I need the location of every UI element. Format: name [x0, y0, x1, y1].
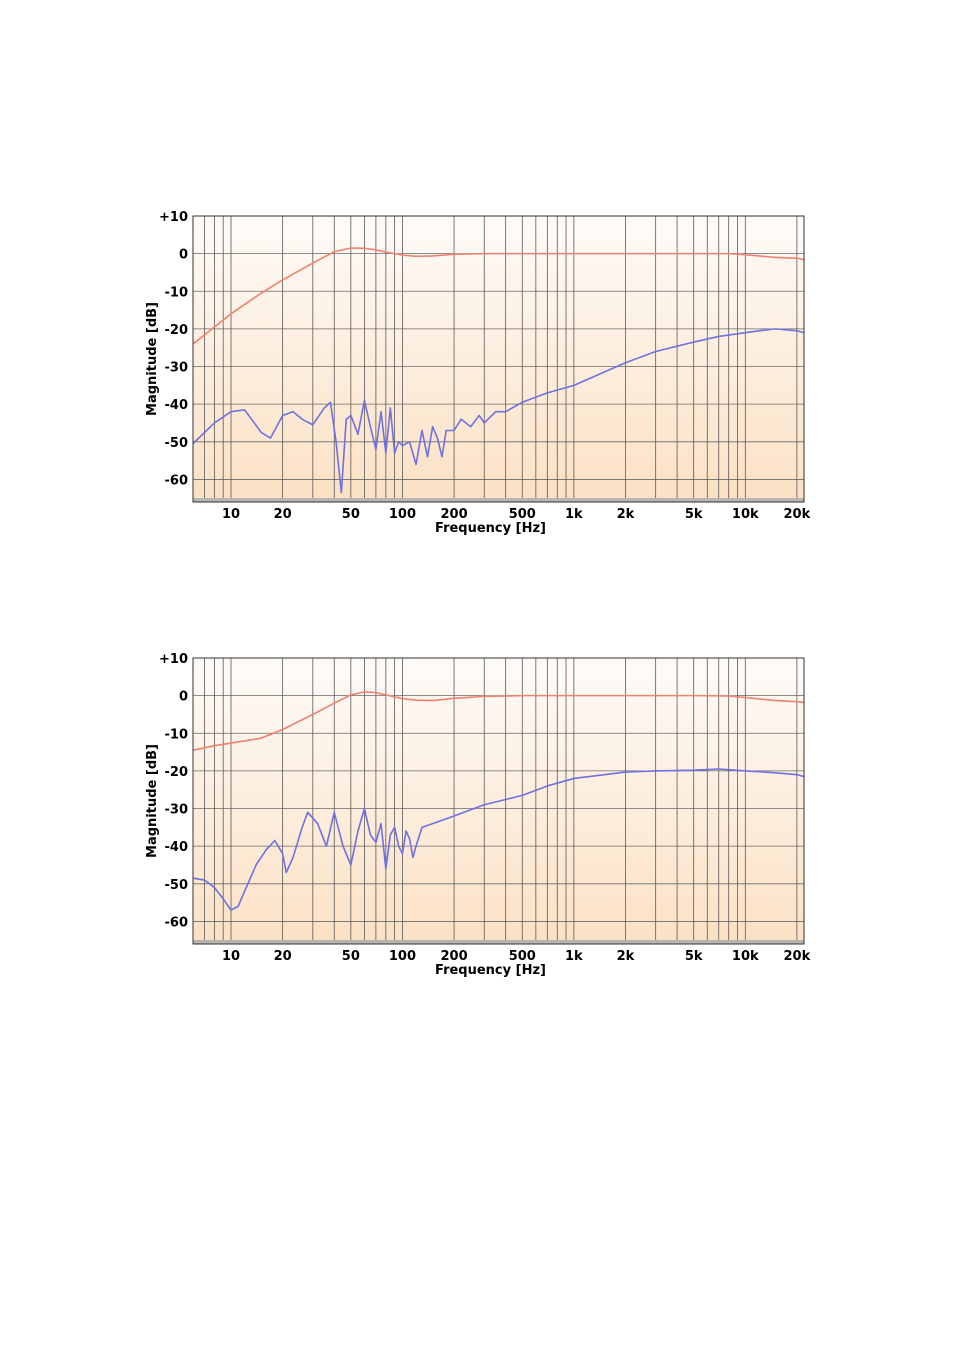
- y-tick-label: -20: [165, 765, 189, 780]
- x-tick-label: 200: [440, 949, 467, 964]
- plot-bottom-band: [193, 498, 804, 502]
- x-tick-label: 20k: [784, 949, 811, 964]
- series-group: [193, 691, 804, 911]
- x-tick-label: 100: [389, 507, 416, 522]
- plot-frame: [192, 215, 805, 503]
- frequency-response-chart-2: +10 0 -10 -20 -30 -40 -50 -60 10 20 50 100 200 500 1k 2…: [120, 642, 830, 982]
- x-tick-label: 100: [389, 949, 416, 964]
- y-tick-label: -30: [165, 803, 189, 818]
- y-tick-label: -30: [165, 361, 189, 376]
- plot-bottom-band: [193, 940, 804, 944]
- y-axis-label: Magnitude [dB]: [145, 302, 160, 416]
- x-tick-label: 50: [342, 949, 360, 964]
- x-tick-label: 20: [274, 507, 292, 522]
- grid: [192, 215, 804, 502]
- chart-svg: +10 0 -10 -20 -30 -40 -50 -60 10 20 50 100 200 500 1k 2…: [145, 210, 811, 536]
- x-tick-label: 10: [222, 507, 240, 522]
- y-tick-label: -60: [165, 473, 189, 488]
- plot-frame: [192, 657, 805, 945]
- chart-svg: +10 0 -10 -20 -30 -40 -50 -60 10 20 50 100 200 500 1k 2…: [145, 652, 811, 978]
- x-tick-label: 1k: [565, 507, 583, 522]
- y-tick-label: -50: [165, 878, 189, 893]
- x-tick-label: 500: [509, 507, 536, 522]
- series-line-2: [193, 768, 804, 911]
- x-tick-label: 2k: [617, 507, 635, 522]
- y-axis-label: Magnitude [dB]: [145, 744, 160, 858]
- y-tick-label: -10: [165, 285, 189, 300]
- y-tick-label: 0: [179, 248, 188, 263]
- x-tick-label: 1k: [565, 949, 583, 964]
- y-tick-label: -40: [165, 398, 189, 413]
- y-tick-label: +10: [159, 210, 188, 225]
- series-line-1: [193, 247, 804, 345]
- y-tick-label: +10: [159, 652, 188, 667]
- y-tick-label: -60: [165, 915, 189, 930]
- x-tick-label: 20k: [784, 507, 811, 522]
- x-tick-label: 5k: [685, 949, 703, 964]
- x-tick-label: 10k: [732, 507, 759, 522]
- x-tick-label: 200: [440, 507, 467, 522]
- y-tick-label: -20: [165, 323, 189, 338]
- x-tick-label: 5k: [685, 507, 703, 522]
- x-tick-label: 20: [274, 949, 292, 964]
- x-tick-label: 50: [342, 507, 360, 522]
- grid: [192, 657, 804, 944]
- x-axis-label: Frequency [Hz]: [435, 963, 546, 978]
- x-tick-label: 2k: [617, 949, 635, 964]
- frequency-response-chart-1: +10 0 -10 -20 -30 -40 -50 -60 10 20 50 100 200 500 1k 2…: [120, 200, 830, 540]
- y-tick-label: 0: [179, 690, 188, 705]
- x-tick-label: 10: [222, 949, 240, 964]
- plot-background: [193, 216, 804, 502]
- y-tick-label: -50: [165, 436, 189, 451]
- x-tick-label: 500: [509, 949, 536, 964]
- y-tick-label: -10: [165, 727, 189, 742]
- series-line-2: [193, 328, 804, 494]
- series-line-1: [193, 691, 804, 751]
- y-tick-label: -40: [165, 840, 189, 855]
- x-tick-label: 10k: [732, 949, 759, 964]
- series-group: [193, 247, 804, 494]
- x-axis-label: Frequency [Hz]: [435, 521, 546, 536]
